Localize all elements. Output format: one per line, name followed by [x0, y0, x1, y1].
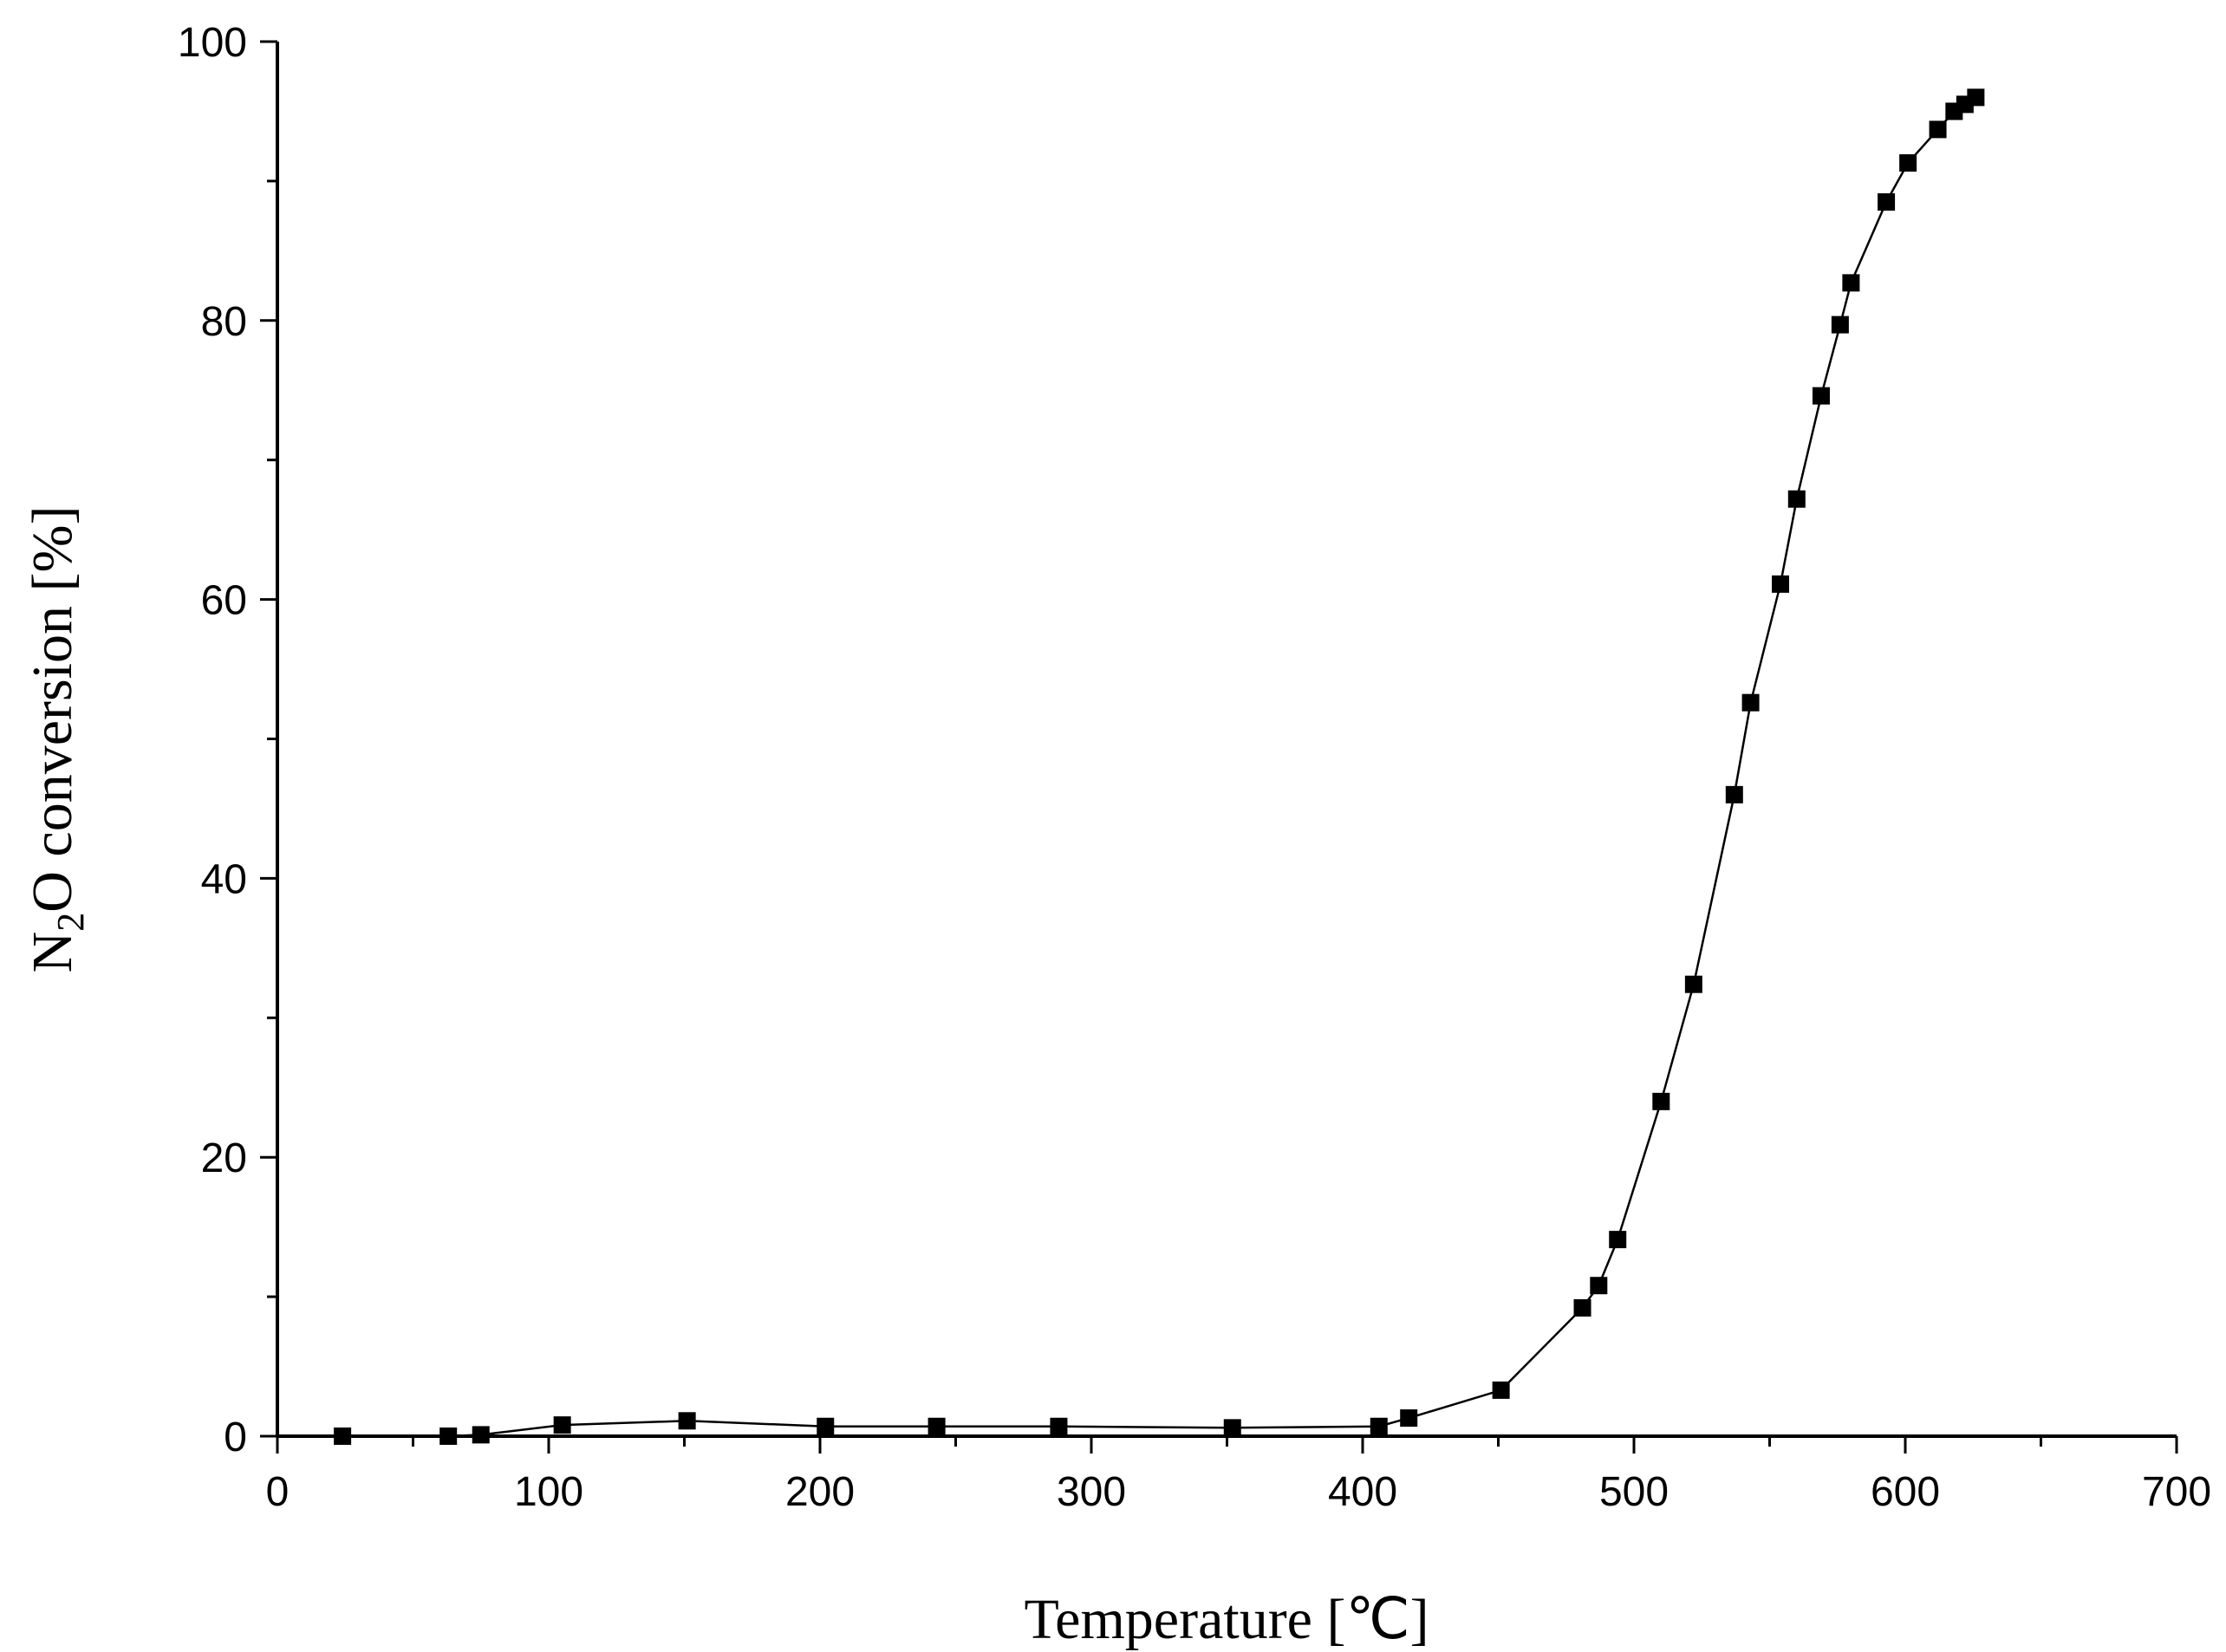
data-point-marker [1787, 490, 1806, 508]
data-point-marker [1370, 1417, 1388, 1435]
data-point-marker [1725, 785, 1743, 803]
data-point-marker [1878, 193, 1896, 211]
x-tick-label: 0 [266, 1469, 290, 1515]
y-tick-label: 40 [201, 856, 247, 902]
y-axis-title: N2O conversion [%] [21, 506, 92, 973]
data-point-marker [1831, 315, 1849, 334]
axes [276, 42, 2177, 1438]
data-point-marker [1899, 153, 1917, 172]
data-point-marker [1573, 1298, 1591, 1317]
y-axis-title-prefix: N [21, 932, 84, 973]
x-axis-title: Temperature [℃] [1024, 1588, 1429, 1651]
x-tick-label: 500 [1599, 1469, 1669, 1515]
data-point-marker [1684, 975, 1702, 993]
data-point-marker [553, 1416, 571, 1434]
x-tick-label: 200 [785, 1469, 855, 1515]
y-tick-label: 100 [178, 20, 247, 66]
y-axis-title-suffix: O conversion [%] [21, 506, 84, 913]
data-point-marker [1590, 1277, 1608, 1295]
data-point-marker [1223, 1419, 1241, 1437]
data-point-marker [1842, 274, 1860, 292]
data-point-marker [334, 1428, 352, 1445]
axis-tick-labels: 0 100 200 300 400 500 600 700 0 20 40 60 80 100 [178, 20, 2211, 1515]
series-line [342, 96, 1977, 1438]
y-axis-title-subscript: 2 [49, 913, 92, 932]
data-point-marker [1967, 88, 1985, 107]
data-point-marker [1050, 1417, 1068, 1435]
x-tick-label: 400 [1328, 1469, 1397, 1515]
data-point-marker [1652, 1092, 1670, 1110]
y-tick-label: 80 [201, 299, 247, 345]
data-point-marker [1929, 120, 1947, 139]
y-tick-label: 20 [201, 1135, 247, 1181]
y-tick-label: 60 [201, 578, 247, 624]
x-tick-label: 100 [514, 1469, 583, 1515]
y-tick-label: 0 [224, 1415, 247, 1460]
data-point-marker [678, 1412, 696, 1430]
x-tick-label: 600 [1871, 1469, 1940, 1515]
series-markers [334, 88, 1985, 1445]
data-point-marker [472, 1426, 490, 1444]
axis-ticks [260, 40, 2178, 1454]
data-point-marker [1492, 1381, 1510, 1399]
x-tick-label: 300 [1057, 1469, 1126, 1515]
data-point-marker [1812, 387, 1830, 405]
data-point-marker [1400, 1409, 1418, 1428]
data-point-marker [1772, 575, 1790, 593]
data-point-marker [1741, 693, 1760, 712]
data-point-marker [817, 1417, 835, 1435]
x-tick-label: 700 [2142, 1469, 2211, 1515]
data-point-marker [439, 1428, 458, 1445]
data-point-marker [1609, 1231, 1627, 1249]
data-point-marker [928, 1417, 946, 1435]
